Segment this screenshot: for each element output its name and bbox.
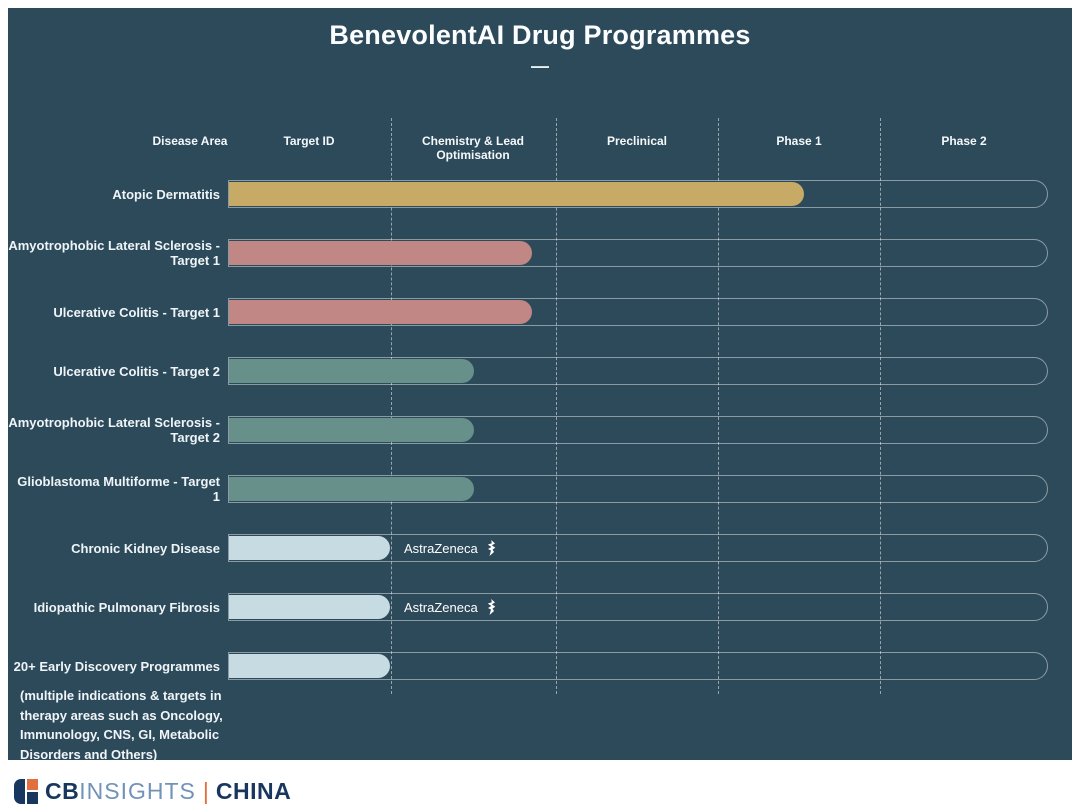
pipeline-row: Atopic Dermatitis: [8, 180, 1072, 208]
column-header-chemistry-lead-optimisation: Chemistry & Lead Optimisation: [421, 134, 525, 162]
progress-bar: [229, 418, 474, 442]
pipeline-row: Amyotrophobic Lateral Sclerosis - Target…: [8, 415, 1072, 445]
row-label: Ulcerative Colitis - Target 1: [53, 304, 220, 320]
progress-bar: [229, 300, 532, 324]
stage-track: [228, 298, 1048, 326]
cbinsights-china-logo: CB INSIGHTS | CHINA: [14, 777, 291, 805]
row-label: Chronic Kidney Disease: [71, 540, 220, 556]
pipeline-row: Ulcerative Colitis - Target 1: [8, 298, 1072, 326]
stage-divider: [880, 118, 881, 694]
partner-name: AstraZeneca: [404, 540, 478, 556]
stage-track: [228, 475, 1048, 503]
stage-track: [228, 416, 1048, 444]
partner-label: AstraZeneca: [404, 593, 499, 621]
astrazeneca-icon: [487, 540, 496, 556]
early-discovery-footnote: (multiple indications & targets in thera…: [20, 688, 223, 762]
partner-label: AstraZeneca: [404, 534, 499, 562]
column-header-disease-area: Disease Area: [152, 134, 228, 148]
pipeline-row: Amyotrophobic Lateral Sclerosis - Target…: [8, 238, 1072, 268]
partner-name: AstraZeneca: [404, 599, 478, 615]
logo-text-insights: INSIGHTS: [79, 777, 196, 804]
row-label: Idiopathic Pulmonary Fibrosis: [33, 599, 220, 615]
stage-track: [228, 593, 1048, 621]
row-label: Glioblastoma Multiforme - Target 1: [17, 474, 220, 504]
pipeline-row: 20+ Early Discovery Programmes: [8, 652, 1072, 680]
row-label: Ulcerative Colitis - Target 2: [53, 363, 220, 379]
stage-divider: [718, 118, 719, 694]
stage-track: [228, 180, 1048, 208]
column-header-phase-2: Phase 2: [941, 134, 987, 148]
stage-track: [228, 239, 1048, 267]
pipeline-row: Ulcerative Colitis - Target 2: [8, 357, 1072, 385]
column-header-phase-1: Phase 1: [776, 134, 822, 148]
logo-text-china: CHINA: [215, 777, 292, 804]
column-header-target-id: Target ID: [283, 134, 335, 148]
progress-bar: [229, 477, 474, 501]
title-dash: —: [531, 56, 549, 76]
row-label: Amyotrophobic Lateral Sclerosis - Target…: [8, 415, 220, 445]
chart-title: BenevolentAI Drug Programmes: [329, 20, 751, 50]
logo-text-cb: CB: [45, 777, 80, 804]
column-header-preclinical: Preclinical: [606, 134, 668, 148]
stage-track: [228, 534, 1048, 562]
stage-divider: [391, 118, 392, 694]
chart-panel: BenevolentAI Drug Programmes — Disease A…: [8, 8, 1072, 762]
stage-track: [228, 357, 1048, 385]
pipeline-row: Glioblastoma Multiforme - Target 1: [8, 474, 1072, 504]
stage-divider: [556, 118, 557, 694]
stage-track: [228, 652, 1048, 680]
pipeline-row: Chronic Kidney Disease AstraZeneca: [8, 534, 1072, 562]
astrazeneca-icon: [487, 599, 496, 615]
progress-bar: [229, 241, 532, 265]
pipeline-row: Idiopathic Pulmonary Fibrosis AstraZeneca: [8, 593, 1072, 621]
progress-bar: [229, 536, 390, 560]
row-label: Atopic Dermatitis: [112, 186, 220, 202]
progress-bar: [229, 654, 390, 678]
progress-bar: [229, 359, 474, 383]
row-label: 20+ Early Discovery Programmes: [13, 658, 220, 674]
cbinsights-logo-icon: [14, 778, 38, 804]
row-label: Amyotrophobic Lateral Sclerosis - Target…: [8, 238, 220, 268]
progress-bar: [229, 182, 804, 206]
progress-bar: [229, 595, 390, 619]
logo-separator: |: [202, 777, 209, 804]
